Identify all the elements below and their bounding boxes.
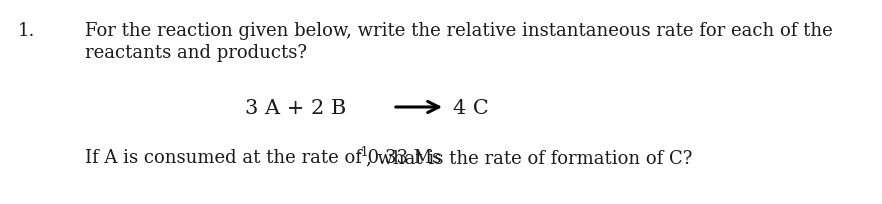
- Text: reactants and products?: reactants and products?: [85, 44, 307, 62]
- Text: 1.: 1.: [18, 22, 35, 40]
- Text: 4 C: 4 C: [453, 98, 489, 117]
- Text: For the reaction given below, write the relative instantaneous rate for each of : For the reaction given below, write the …: [85, 22, 833, 40]
- Text: , what is the rate of formation of C?: , what is the rate of formation of C?: [366, 148, 692, 166]
- Text: -1: -1: [356, 145, 369, 158]
- Text: If A is consumed at the rate of 0.33 Ms: If A is consumed at the rate of 0.33 Ms: [85, 148, 441, 166]
- Text: 3 A + 2 B: 3 A + 2 B: [245, 98, 347, 117]
